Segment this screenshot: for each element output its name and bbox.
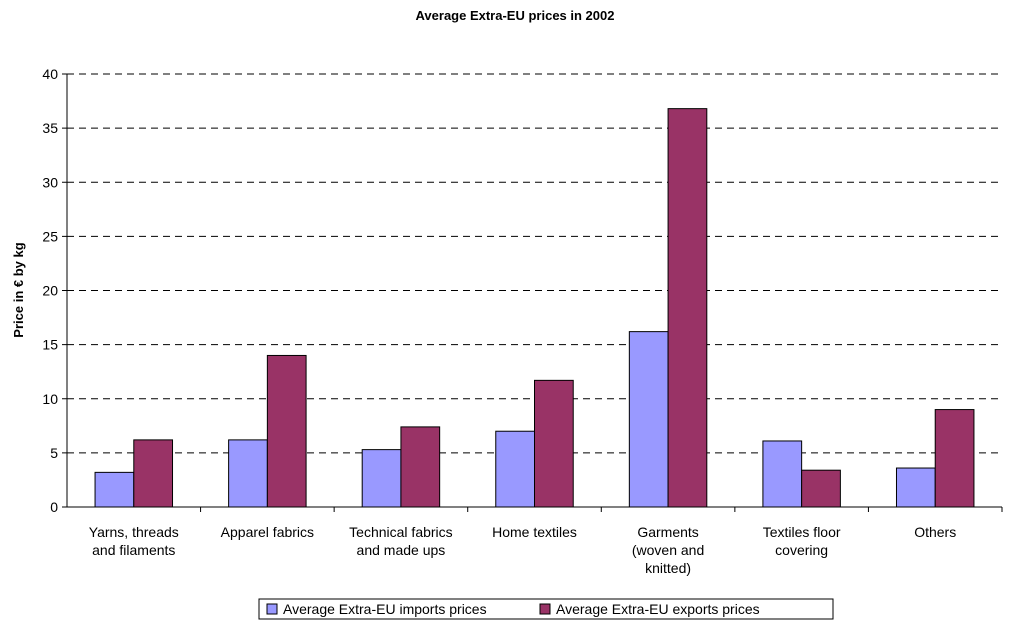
bar-imports (361, 449, 402, 508)
x-category-label: Technical fabrics (349, 524, 453, 540)
bar-exports (400, 426, 441, 508)
legend-swatch-imports (266, 603, 278, 615)
x-category-labels: Yarns, threads and filaments Apparel fabri… (89, 524, 956, 576)
legend-label-exports: Average Extra-EU exports prices (556, 601, 760, 617)
y-tick-label: 20 (42, 283, 58, 299)
chart-title: Average Extra-EU prices in 2002 (416, 8, 615, 23)
bar-exports (801, 469, 841, 508)
y-tick-label: 0 (50, 499, 58, 515)
x-category-label: Others (914, 524, 956, 540)
y-axis-label: Price in € by kg (11, 242, 26, 337)
x-category-label: Textiles floor (763, 524, 841, 540)
x-category-label: and filaments (92, 542, 175, 558)
y-tick-label: 25 (42, 228, 58, 244)
legend: Average Extra-EU imports prices Average … (258, 598, 834, 620)
bar-exports (934, 409, 975, 508)
x-category-label: (woven and (632, 542, 704, 558)
bars (94, 108, 975, 508)
y-tick-label: 15 (42, 337, 58, 353)
x-category-label: Yarns, threads (89, 524, 179, 540)
bar-exports (133, 439, 174, 508)
bar-imports (495, 430, 535, 508)
bar-imports (762, 440, 803, 508)
y-tick-label: 10 (42, 391, 58, 407)
bar-exports (534, 379, 574, 508)
x-category-label: Home textiles (492, 524, 577, 540)
legend-swatch-exports (539, 603, 551, 615)
x-category-label: and made ups (357, 542, 446, 558)
bar-imports (228, 439, 268, 508)
y-tick-label: 5 (50, 445, 58, 461)
bar-imports (628, 331, 669, 508)
axes (62, 73, 1003, 512)
y-tick-label: 35 (42, 120, 58, 136)
y-tick-labels: 0 5 10 15 20 25 30 35 40 (42, 66, 58, 515)
x-category-label: Garments (637, 524, 698, 540)
x-category-label: Apparel fabrics (221, 524, 314, 540)
y-tick-label: 40 (42, 66, 58, 82)
bar-imports (895, 467, 936, 508)
y-tick-label: 30 (42, 174, 58, 190)
bar-imports (94, 471, 135, 508)
x-category-label: knitted) (645, 560, 691, 576)
legend-label-imports: Average Extra-EU imports prices (283, 601, 487, 617)
bar-exports (667, 108, 708, 508)
x-category-label: covering (775, 542, 828, 558)
bar-exports (266, 354, 307, 508)
